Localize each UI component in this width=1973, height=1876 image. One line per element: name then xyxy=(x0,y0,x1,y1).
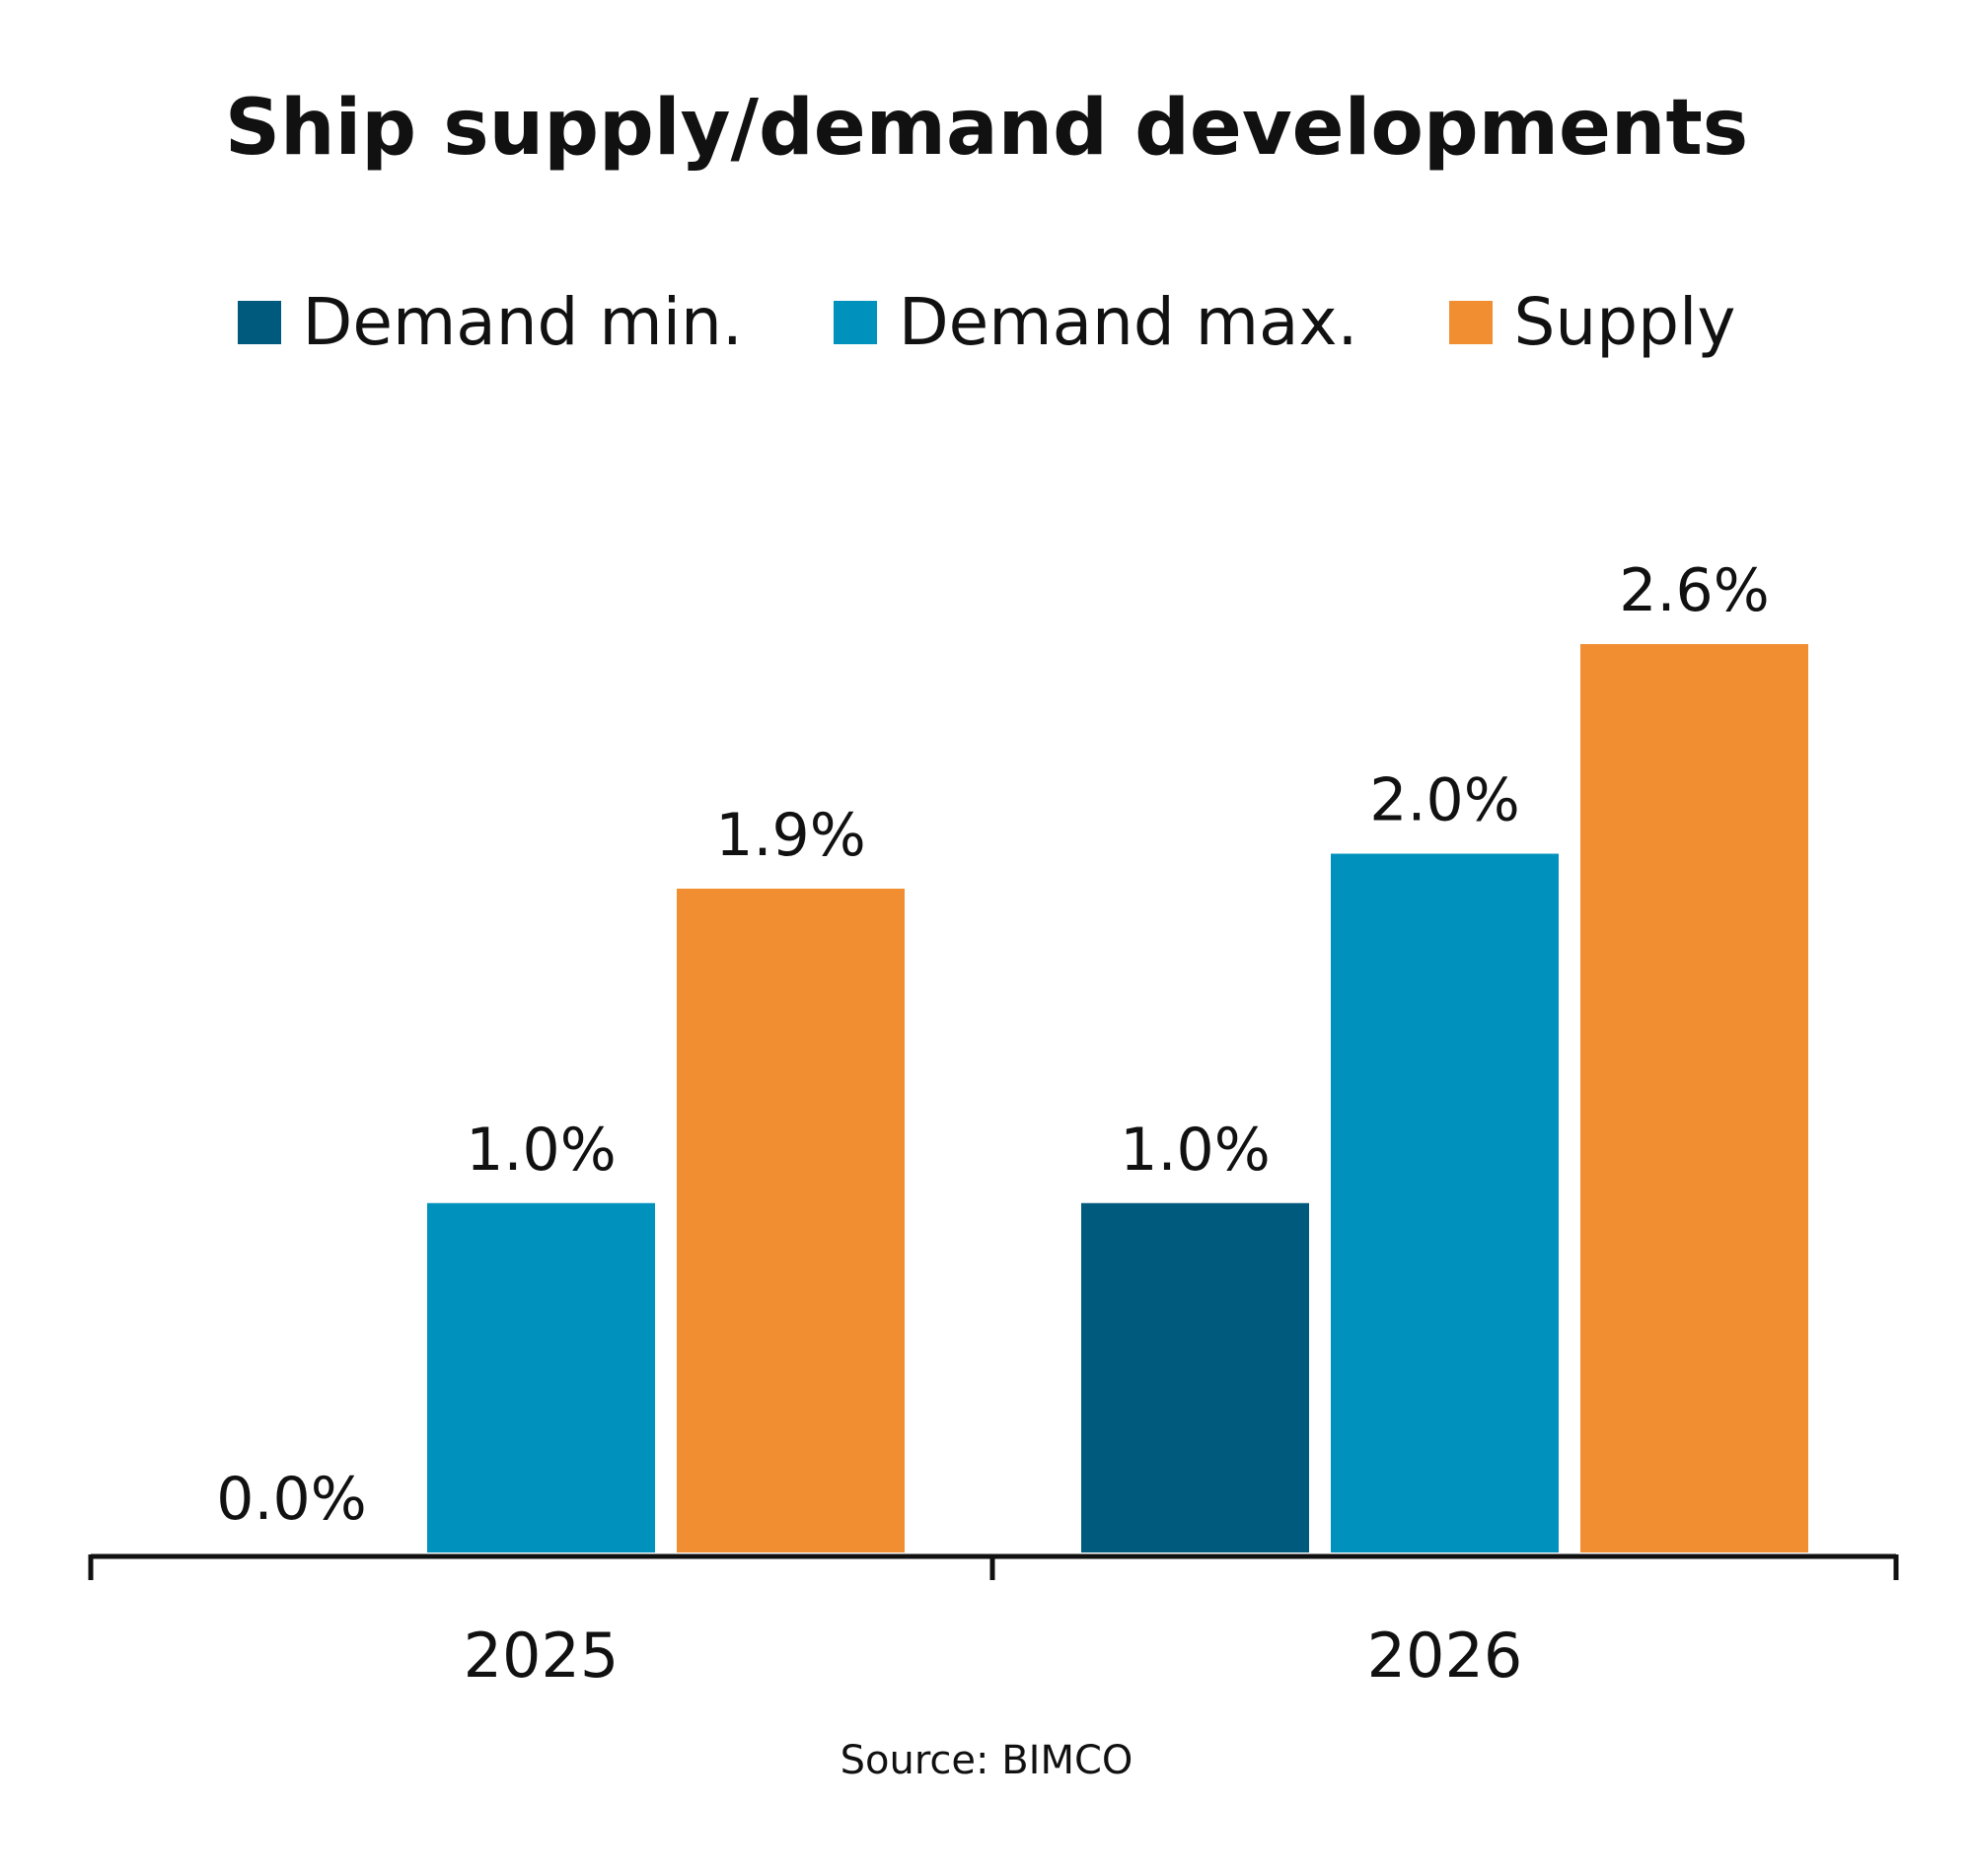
x-tick-label: 2025 xyxy=(464,1620,620,1692)
legend-item-supply: Supply xyxy=(1448,284,1736,360)
legend-swatch xyxy=(1448,300,1493,344)
bar xyxy=(677,888,905,1552)
data-label: 1.0% xyxy=(466,1116,616,1185)
x-tick-label: 2026 xyxy=(1367,1620,1523,1692)
legend: Demand min. Demand max. Supply xyxy=(0,284,1973,360)
bar xyxy=(427,1202,655,1552)
legend-label: Supply xyxy=(1513,284,1736,360)
legend-label: Demand min. xyxy=(302,284,743,360)
legend-swatch xyxy=(833,300,877,344)
chart-title: Ship supply/demand developments xyxy=(224,84,1749,173)
data-label: 1.9% xyxy=(715,801,865,870)
legend-item-demand-min: Demand min. xyxy=(237,284,743,360)
legend-label: Demand max. xyxy=(898,284,1358,360)
data-label: 1.0% xyxy=(1120,1116,1270,1185)
data-label: 2.6% xyxy=(1619,556,1769,625)
legend-swatch xyxy=(237,300,281,344)
data-label: 0.0% xyxy=(216,1465,366,1534)
bar xyxy=(1331,853,1559,1552)
legend-item-demand-max: Demand max. xyxy=(833,284,1358,360)
source-note: Source: BIMCO xyxy=(840,1738,1133,1783)
bar xyxy=(1081,1202,1309,1552)
data-label: 2.0% xyxy=(1369,766,1519,835)
bar xyxy=(1580,644,1808,1552)
